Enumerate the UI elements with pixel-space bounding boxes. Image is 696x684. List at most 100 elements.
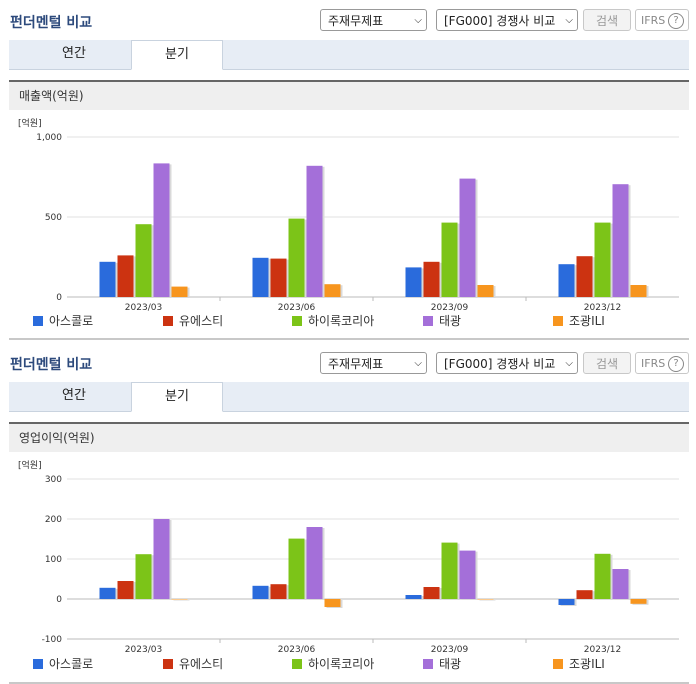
chart-header: 영업이익(억원) xyxy=(9,422,689,452)
ifrs-help-button[interactable]: IFRS ? xyxy=(635,352,689,374)
help-icon: ? xyxy=(668,13,684,29)
bar xyxy=(612,184,629,297)
operating-profit-chart: [억원] -100 0 100 200 300 2023/03 2023/06 2023/09 2… xyxy=(18,459,679,655)
bar xyxy=(612,569,629,599)
tab-annual[interactable]: 연간 xyxy=(62,46,86,61)
ifrs-help-button[interactable]: IFRS ? xyxy=(635,9,689,31)
legend-item[interactable]: 조광ILI xyxy=(553,656,605,674)
legend-item[interactable]: 아스콜로 xyxy=(33,656,93,674)
y-tick-label: 0 xyxy=(56,293,62,303)
bar xyxy=(441,542,458,599)
statement-type-select[interactable]: 주재무제표 ⌵ xyxy=(320,9,427,31)
legend-swatch xyxy=(553,659,563,669)
legend-item[interactable]: 태광 xyxy=(423,656,461,674)
panel-title: 펀더멘털 비교 xyxy=(10,357,93,373)
ifrs-label: IFRS xyxy=(641,14,666,27)
bar xyxy=(135,224,152,297)
bar xyxy=(324,284,341,297)
bar xyxy=(477,285,494,297)
legend-item[interactable]: 유에스티 xyxy=(163,656,223,674)
bar xyxy=(459,178,476,297)
search-button[interactable]: 검색 xyxy=(583,352,631,374)
chart-area: [억원] 0 500 1,000 2023/03 2023/06 2023/09 2023/1… xyxy=(9,112,689,340)
legend-item[interactable]: 하이록코리아 xyxy=(292,313,374,331)
bar xyxy=(117,255,134,297)
legend-swatch xyxy=(292,659,302,669)
competitor-select[interactable]: [FG000] 경쟁사 비교 ⌵ xyxy=(436,9,578,31)
tab-quarterly[interactable]: 분기 xyxy=(131,40,223,70)
bar xyxy=(477,599,494,600)
x-tick-label: 2023/06 xyxy=(278,303,316,312)
bar xyxy=(252,257,269,297)
tab-annual[interactable]: 연간 xyxy=(62,388,86,403)
legend-label: 아스콜로 xyxy=(49,657,94,671)
x-tick-label: 2023/12 xyxy=(584,645,621,655)
bar xyxy=(459,550,476,599)
chart-area: [억원] -100 0 100 200 300 2023/03 2023/06 2023/09 2… xyxy=(9,454,689,684)
ifrs-label: IFRS xyxy=(641,357,666,370)
chart-legend: 아스콜로 유에스티 하이록코리아 태광 조광ILI xyxy=(9,313,689,331)
statement-type-select[interactable]: 주재무제표 ⌵ xyxy=(320,352,427,374)
y-tick-label: 100 xyxy=(45,555,62,565)
legend-item[interactable]: 하이록코리아 xyxy=(292,656,374,674)
legend-swatch xyxy=(292,316,302,326)
panel-title: 펀더멘털 비교 xyxy=(10,15,93,31)
bar xyxy=(576,590,593,599)
legend-swatch xyxy=(33,316,43,326)
bar-shadow xyxy=(479,600,496,601)
help-icon: ? xyxy=(668,356,684,372)
statement-type-value: 주재무제표 xyxy=(328,357,384,371)
x-tick-label: 2023/03 xyxy=(125,303,162,312)
legend-item[interactable]: 아스콜로 xyxy=(33,313,93,331)
x-tick-label: 2023/03 xyxy=(125,645,162,655)
y-tick-label: 500 xyxy=(45,213,62,223)
bar xyxy=(288,538,305,599)
legend-item[interactable]: 유에스티 xyxy=(163,313,223,331)
chevron-down-icon: ⌵ xyxy=(414,15,422,26)
y-tick-label: 300 xyxy=(45,475,62,485)
bar xyxy=(576,256,593,297)
y-tick-label: 0 xyxy=(56,595,62,605)
bar xyxy=(306,527,323,599)
legend-label: 유에스티 xyxy=(179,314,224,328)
legend-swatch xyxy=(33,659,43,669)
bar xyxy=(252,585,269,599)
tab-quarterly[interactable]: 분기 xyxy=(131,382,223,412)
bar xyxy=(171,599,188,600)
panel-header: 펀더멘털 비교 주재무제표 ⌵ [FG000] 경쟁사 비교 ⌵ 검색 IFRS… xyxy=(0,0,696,38)
legend-label: 태광 xyxy=(439,314,462,328)
chevron-down-icon: ⌵ xyxy=(565,358,573,369)
bar xyxy=(99,587,116,599)
legend-item[interactable]: 태광 xyxy=(423,313,461,331)
legend-item[interactable]: 조광ILI xyxy=(553,313,605,331)
bar xyxy=(99,261,116,297)
legend-label: 조광ILI xyxy=(569,314,605,328)
bar xyxy=(441,222,458,297)
legend-label: 하이록코리아 xyxy=(308,657,375,671)
bar xyxy=(324,599,341,607)
chart-header: 매출액(억원) xyxy=(9,80,689,110)
competitor-select[interactable]: [FG000] 경쟁사 비교 ⌵ xyxy=(436,352,578,374)
revenue-chart: [억원] 0 500 1,000 2023/03 2023/06 2023/09 2023/1… xyxy=(18,117,679,312)
search-button[interactable]: 검색 xyxy=(583,9,631,31)
bar xyxy=(405,267,422,297)
y-axis-unit-label: [억원] xyxy=(18,117,42,129)
period-tabs: 연간 분기 xyxy=(9,40,689,70)
x-tick-label: 2023/09 xyxy=(431,645,469,655)
legend-swatch xyxy=(423,659,433,669)
bar xyxy=(153,519,170,599)
legend-label: 조광ILI xyxy=(569,657,605,671)
period-tabs: 연간 분기 xyxy=(9,382,689,412)
bar-shadow xyxy=(173,600,190,601)
bar xyxy=(594,553,611,599)
bar xyxy=(558,599,575,605)
bar xyxy=(630,599,647,604)
x-tick-label: 2023/09 xyxy=(431,303,469,312)
bar xyxy=(270,258,287,297)
legend-swatch xyxy=(163,316,173,326)
legend-label: 아스콜로 xyxy=(49,314,94,328)
fundamental-panel-1: 펀더멘털 비교 주재무제표 ⌵ [FG000] 경쟁사 비교 ⌵ 검색 IFRS… xyxy=(0,0,696,340)
bar xyxy=(270,584,287,599)
legend-label: 하이록코리아 xyxy=(308,314,375,328)
panel-header: 펀더멘털 비교 주재무제표 ⌵ [FG000] 경쟁사 비교 ⌵ 검색 IFRS… xyxy=(0,342,696,380)
